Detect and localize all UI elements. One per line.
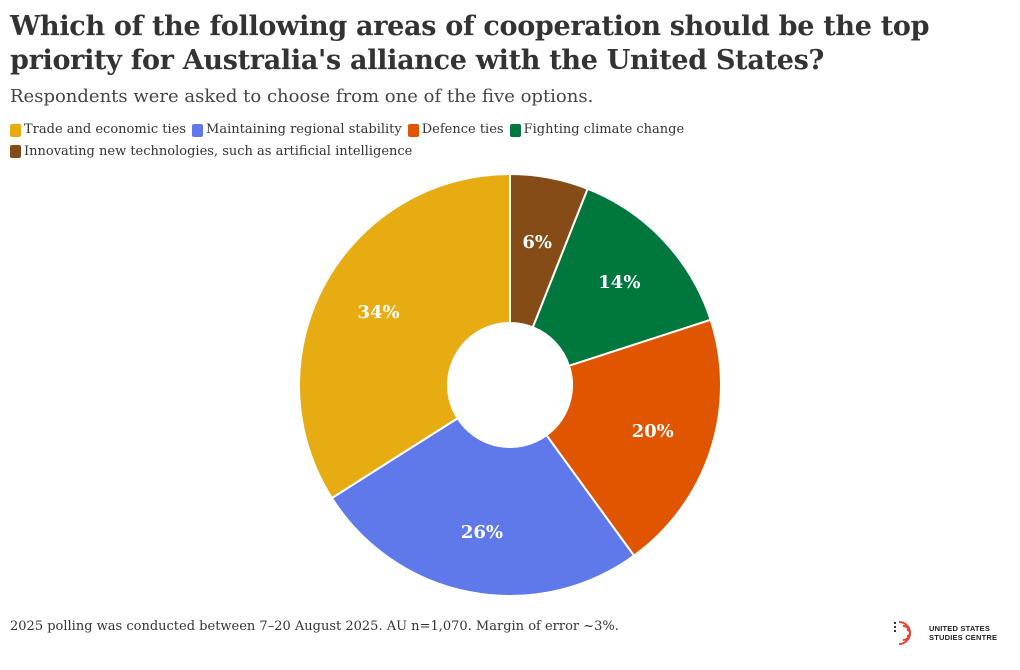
ussc-logo: UNITED STATES STUDIES CENTRE <box>893 618 1013 648</box>
slice-value-label: 14% <box>598 272 640 293</box>
donut-slice[interactable] <box>545 318 722 558</box>
legend-item[interactable]: Defence ties <box>407 121 504 139</box>
slice-value-label: 6% <box>522 232 552 253</box>
legend-item[interactable]: Trade and economic ties <box>10 121 186 139</box>
chart-legend: Trade and economic ties Maintaining regio… <box>10 121 710 164</box>
chart-title: Which of the following areas of cooperat… <box>10 11 930 76</box>
slice-value-label: 34% <box>357 302 399 323</box>
legend-label: Trade and economic ties <box>24 122 187 137</box>
donut-slice[interactable] <box>531 187 712 368</box>
donut-slice[interactable] <box>298 172 511 500</box>
logo-line-1: UNITED STATES <box>929 624 991 633</box>
logo-line-2: STUDIES CENTRE <box>929 633 998 642</box>
donut-slice[interactable] <box>330 416 636 597</box>
usssc-logo-icon <box>894 621 911 645</box>
legend-item[interactable]: Fighting climate change <box>509 121 685 139</box>
slice-value-label: 20% <box>632 421 674 442</box>
slice-value-label: 26% <box>461 522 503 543</box>
footnote: 2025 polling was conducted between 7–20 … <box>10 619 619 634</box>
legend-label: Defence ties <box>421 122 504 137</box>
legend-item[interactable]: Maintaining regional stability <box>192 121 402 139</box>
chart-subtitle: Respondents were asked to choose from on… <box>10 86 594 107</box>
legend-swatch <box>192 123 204 137</box>
legend-swatch <box>10 123 21 137</box>
legend-swatch <box>509 123 521 137</box>
legend-item[interactable]: Innovating new technologies, such as art… <box>10 143 412 161</box>
legend-swatch <box>407 123 419 137</box>
legend-label: Maintaining regional stability <box>206 122 402 137</box>
legend-label: Innovating new technologies, such as art… <box>24 143 413 159</box>
legend-swatch <box>10 145 21 158</box>
legend-label: Fighting climate change <box>523 122 685 137</box>
